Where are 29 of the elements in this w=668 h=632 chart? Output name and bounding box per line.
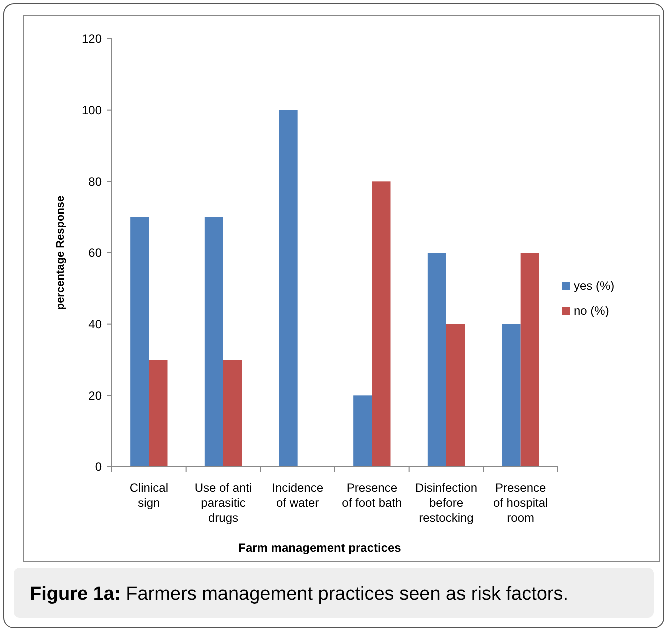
y-axis-title: percentage Response — [55, 196, 67, 310]
x-tick-label: Disinfection before restocking — [415, 481, 478, 525]
caption: Figure 1a: Farmers management practices seen as risk factors. — [30, 584, 569, 605]
x-tick-label: Clinical sign — [130, 481, 169, 510]
x-tick-label: Use of anti parasitic drugs — [194, 481, 252, 525]
x-tick-label: Incidence of water — [272, 481, 324, 510]
bar — [279, 110, 298, 467]
y-tick-label: 20 — [88, 388, 102, 403]
bar — [354, 396, 372, 467]
legend-label: yes (%) — [574, 279, 615, 294]
y-tick-label: 40 — [88, 318, 102, 332]
bar — [372, 182, 391, 467]
x-tick-label: Presence of foot bath — [342, 481, 402, 510]
y-tick-label: 60 — [88, 246, 102, 260]
bar — [428, 253, 446, 467]
x-tick-label: Presence of hospital room — [493, 481, 548, 525]
bar — [502, 324, 521, 467]
y-tick-label: 0 — [95, 460, 102, 474]
bar — [224, 360, 242, 467]
y-tick-label: 100 — [82, 104, 102, 118]
bar — [149, 360, 168, 467]
bar — [204, 217, 224, 467]
bar — [520, 253, 540, 467]
y-tick-label: 80 — [88, 174, 102, 189]
bar — [130, 217, 150, 467]
y-tick-label: 120 — [82, 32, 102, 46]
bar — [446, 324, 466, 467]
legend-label: no (%) — [574, 304, 610, 318]
x-axis-title: Farm management practices — [238, 541, 402, 555]
